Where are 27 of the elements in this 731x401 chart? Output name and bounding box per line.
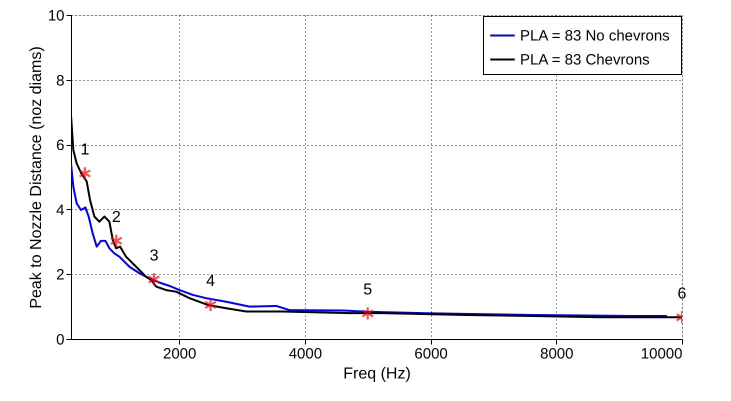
- x-tick-label: 2000: [162, 346, 196, 362]
- annotation: 5: [363, 281, 372, 298]
- annotation: 1: [80, 141, 90, 158]
- point: [361, 306, 374, 321]
- point: [110, 234, 123, 248]
- y-tick-label: 4: [56, 202, 64, 219]
- x-axis-title: Freq (Hz): [343, 366, 411, 382]
- annotation: 4: [206, 272, 216, 290]
- y-tick-label: 0: [56, 332, 64, 348]
- legend-label: PLA = 83 No chevrons: [520, 28, 670, 44]
- point: [148, 272, 160, 287]
- y-tick-label: 10: [48, 8, 64, 24]
- legend-label: PLA = 83 Chevrons: [520, 52, 650, 68]
- point: [204, 298, 217, 312]
- annotation: 2: [112, 208, 121, 226]
- annotation: 6: [678, 285, 687, 302]
- y-axis-title: Peak to Nozzle Distance (noz diams): [28, 46, 45, 309]
- point: [78, 166, 92, 181]
- x-tick-label: 6000: [414, 346, 448, 362]
- line-series: [71, 162, 668, 317]
- y-tick-label: 8: [56, 72, 64, 90]
- x-tick-label: 10000: [640, 346, 682, 362]
- x-tick-label: 8000: [540, 346, 574, 362]
- annotation: 3: [150, 247, 159, 264]
- x-tick-label: 4000: [288, 346, 322, 362]
- y-tick-label: 6: [56, 137, 64, 154]
- y-tick-label: 2: [56, 266, 64, 284]
